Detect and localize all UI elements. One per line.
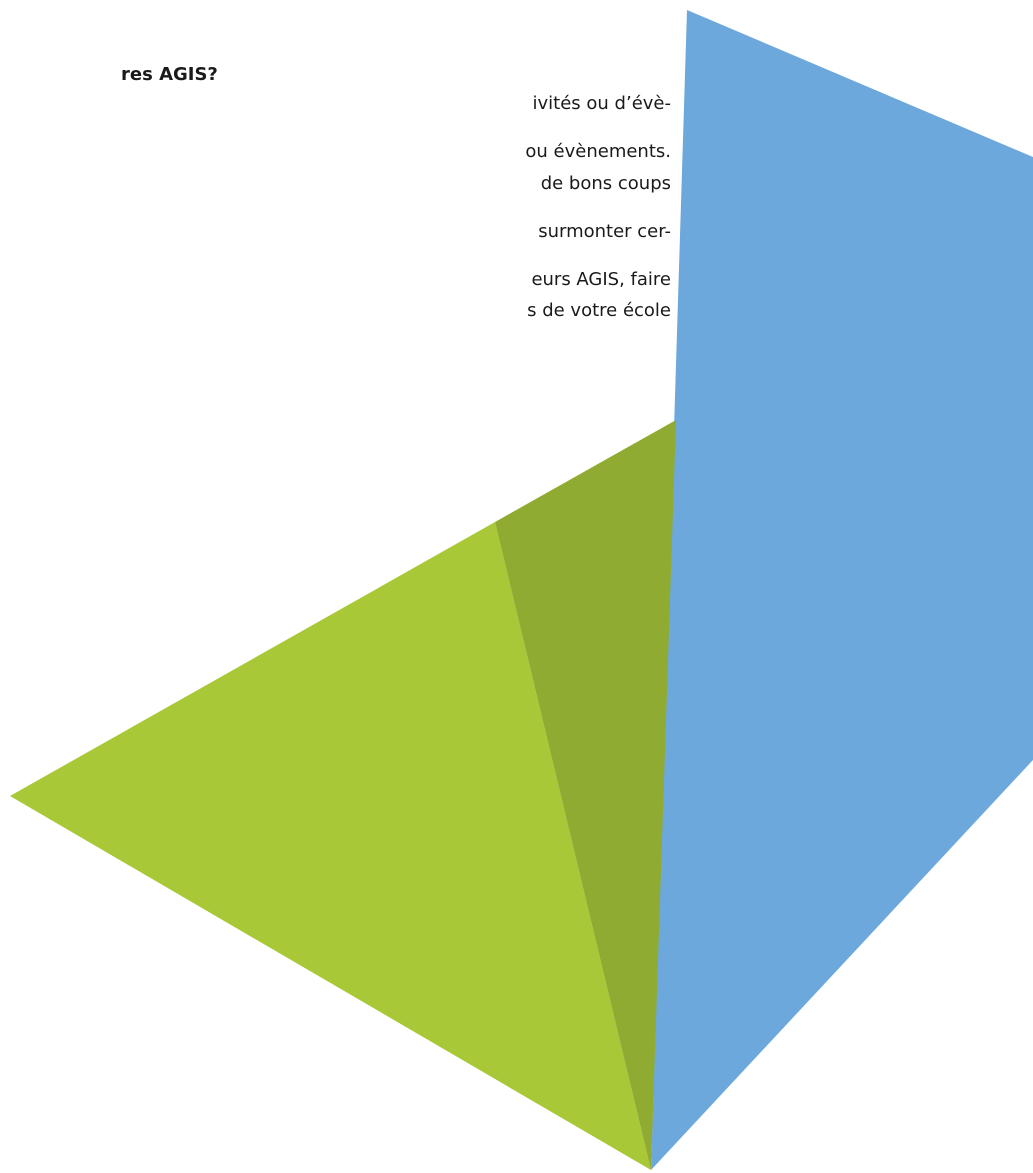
text-line: ivités ou d’évè- [532,93,671,114]
text-line: eurs AGIS, faire [531,269,671,290]
blue-shape [651,10,1033,1170]
text-line: de bons coups [540,173,671,194]
text-line: s de votre école [527,300,671,321]
heading: res AGIS? [121,64,218,85]
text-line: ou évènements. [525,141,671,162]
text-line: surmonter cer- [538,221,671,242]
light-green-shape [10,522,651,1170]
dark-green-shape [495,420,676,1170]
